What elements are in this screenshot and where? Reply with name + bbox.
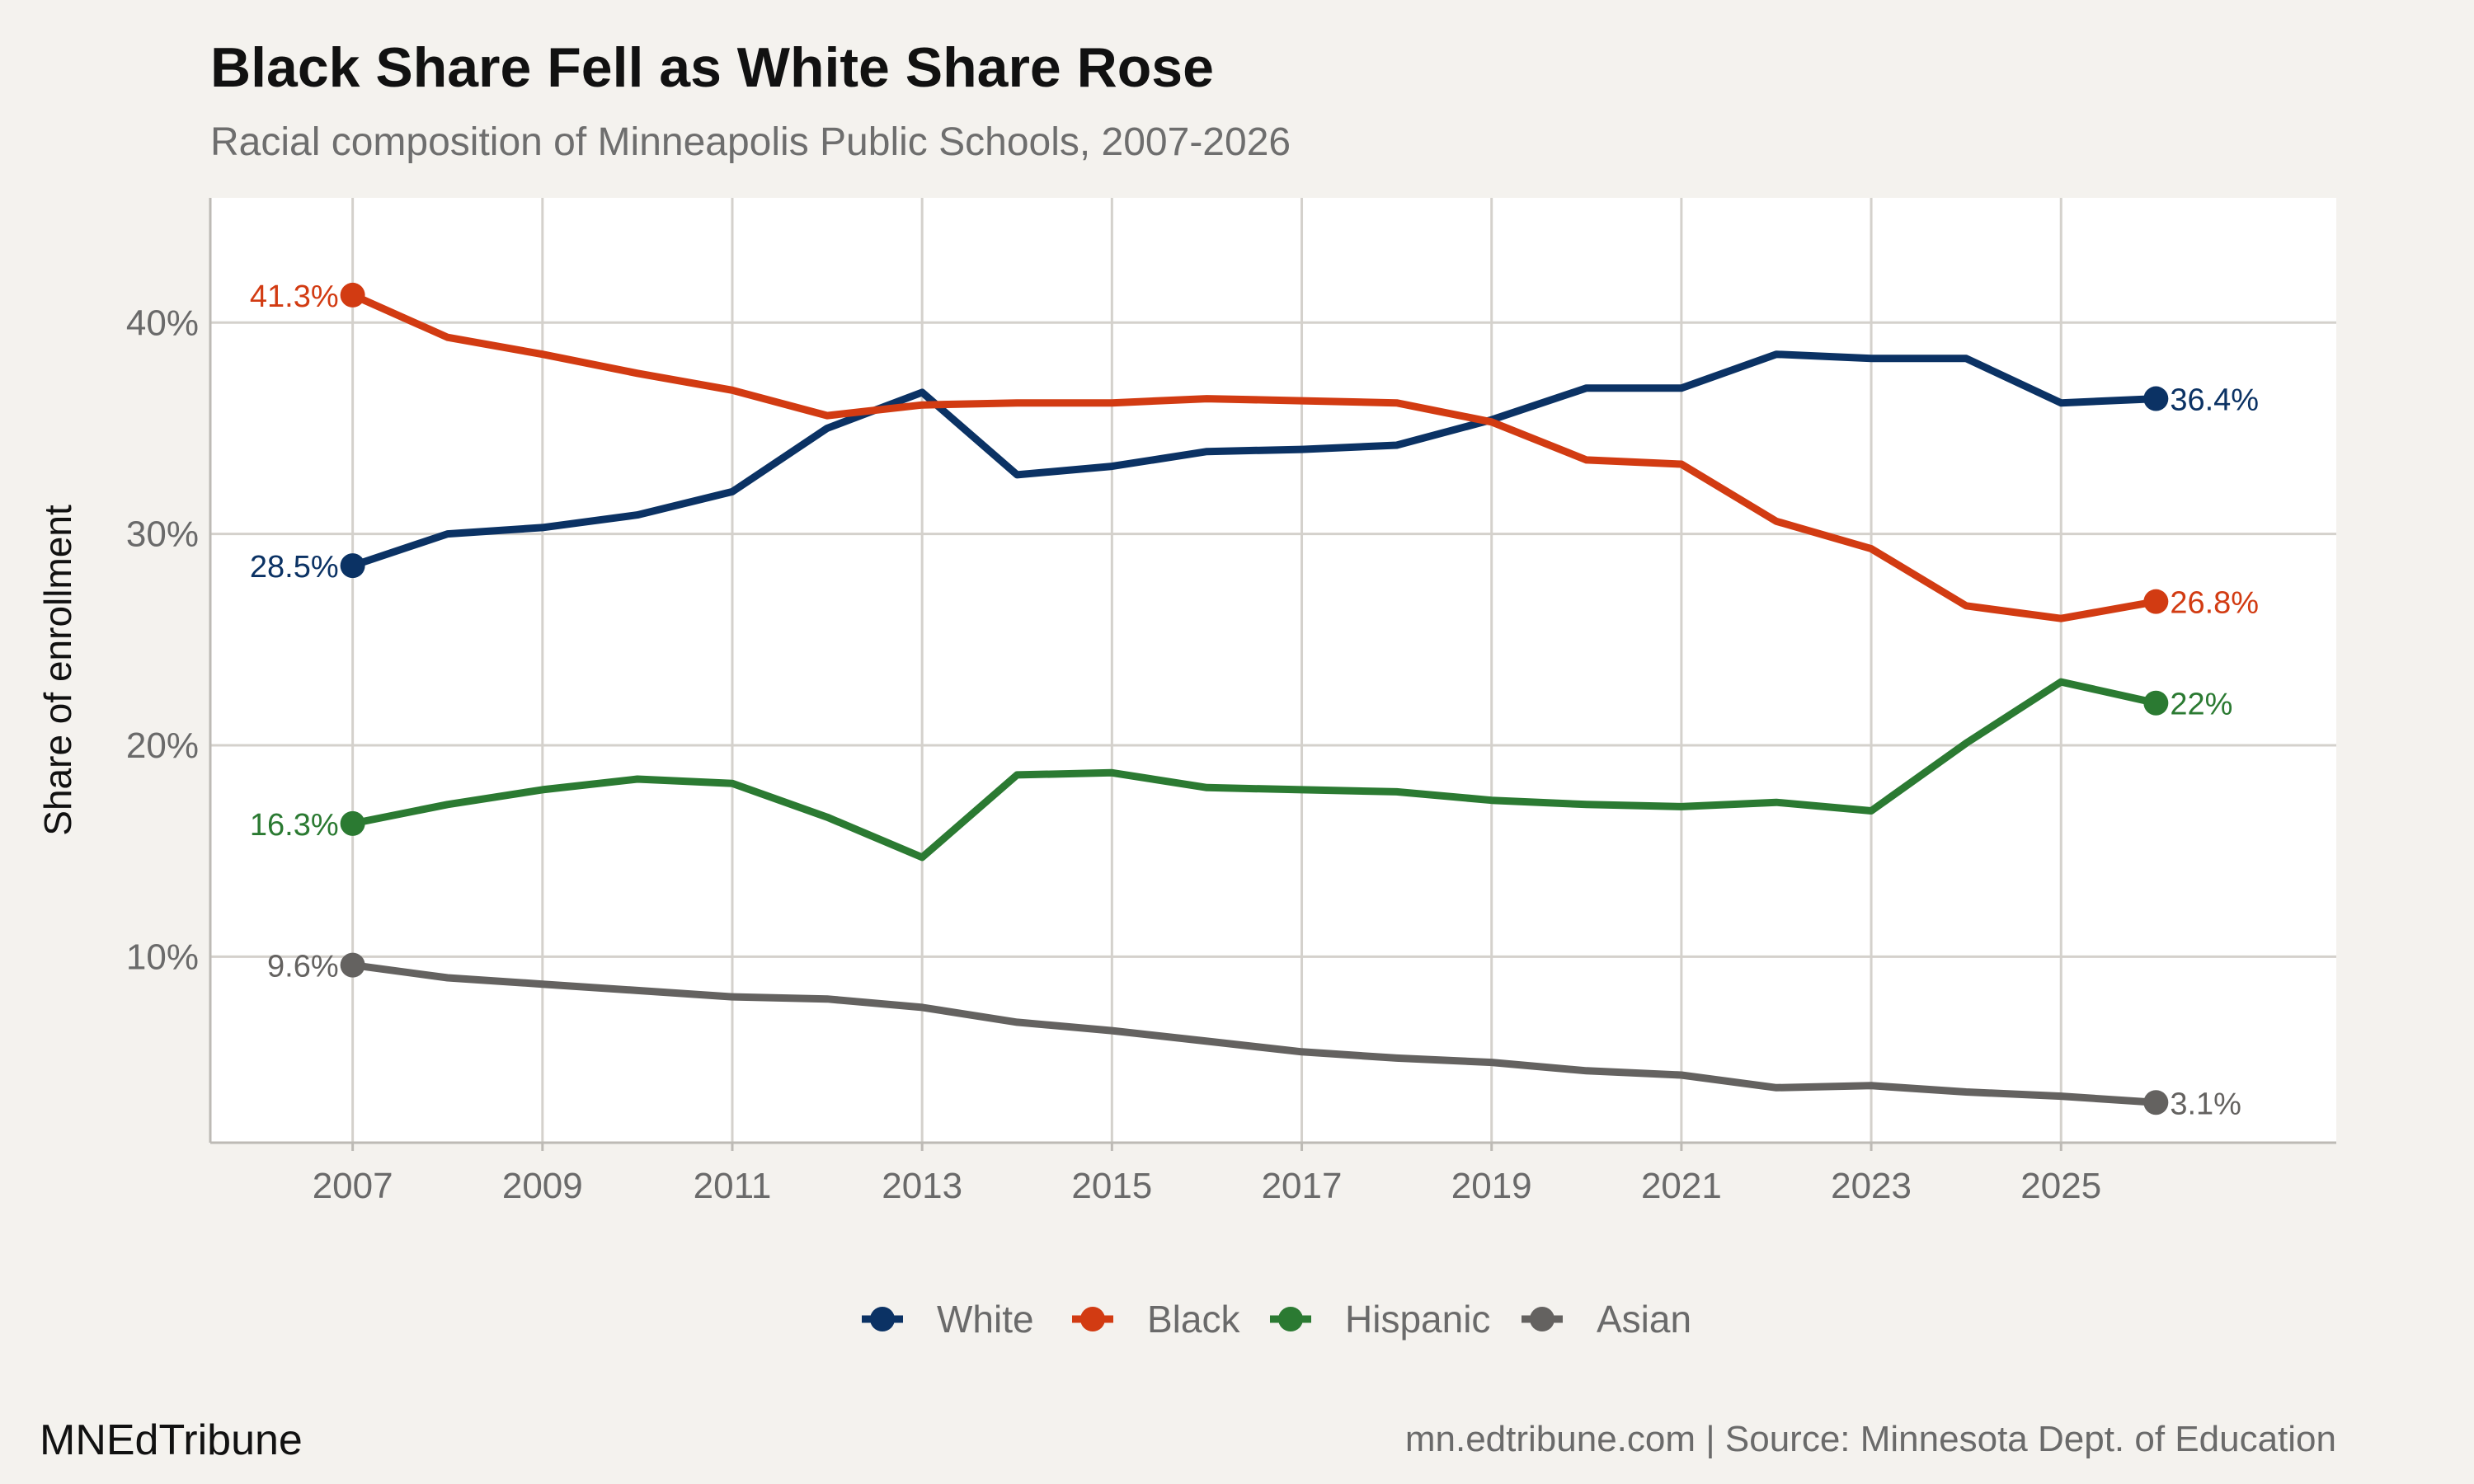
end-label-hispanic: 22% (2170, 688, 2232, 722)
legend-swatch-dot-black (1080, 1307, 1105, 1331)
start-label-black: 41.3% (250, 279, 339, 314)
y-tick-label: 20% (126, 726, 199, 766)
source-note: mn.edtribune.com | Source: Minnesota Dep… (1405, 1419, 2336, 1459)
series-layer: 28.5% 36.4% 41.3% 26.8% 16.3% 22% 9.6% 3.1% (250, 279, 2259, 1121)
end-label-black: 26.8% (2170, 586, 2259, 621)
legend-label-white: White (937, 1298, 1034, 1341)
end-point-hispanic (2143, 690, 2169, 716)
end-label-asian: 3.1% (2170, 1087, 2241, 1121)
start-label-white: 28.5% (250, 550, 339, 585)
y-tick-label: 10% (126, 937, 199, 977)
y-axis-label: Share of enrollment (36, 505, 79, 836)
x-tick-label: 2013 (882, 1166, 962, 1206)
end-point-asian (2143, 1090, 2169, 1115)
series-line-asian (349, 961, 2160, 1106)
start-point-asian (340, 952, 365, 978)
legend-label-asian: Asian (1597, 1298, 1691, 1341)
end-point-white (2143, 386, 2169, 411)
legend-item-asian: Asian (1522, 1298, 1691, 1341)
y-tick-label: 40% (126, 303, 199, 343)
legend-swatch-dot-white (870, 1307, 895, 1331)
end-label-white: 36.4% (2170, 383, 2259, 418)
chart-subtitle: Racial composition of Minneapolis Public… (210, 120, 1291, 164)
x-tick-label: 2007 (313, 1166, 393, 1206)
x-tick-label: 2017 (1262, 1166, 1343, 1206)
x-tick-label: 2011 (694, 1166, 772, 1206)
x-tick-label: 2025 (2020, 1166, 2101, 1206)
series-hispanic: 16.3% 22% (250, 678, 2232, 862)
x-tick-label: 2009 (502, 1166, 583, 1206)
start-point-hispanic (340, 810, 365, 836)
x-tick-label: 2019 (1451, 1166, 1532, 1206)
series-line-white (349, 350, 2160, 570)
start-label-asian: 9.6% (267, 950, 339, 984)
end-point-black (2143, 589, 2169, 614)
legend-item-white: White (862, 1298, 1034, 1341)
x-tick-label: 2015 (1071, 1166, 1152, 1206)
y-tick-labels: 10% 20% 30% 40% (126, 303, 199, 977)
legend-swatch-dot-hispanic (1278, 1307, 1303, 1331)
series-asian: 9.6% 3.1% (267, 950, 2241, 1122)
y-tick-label: 30% (126, 514, 199, 555)
x-tick-labels: 2007 2009 2011 2013 2015 2017 2019 2021 2023 2025 (313, 1166, 2101, 1206)
legend-label-black: Black (1147, 1298, 1240, 1341)
legend-swatch-dot-asian (1530, 1307, 1554, 1331)
start-point-white (340, 553, 365, 579)
chart-title: Black Share Fell as White Share Rose (210, 36, 1214, 99)
x-tick-label: 2023 (1831, 1166, 1912, 1206)
plot-panel (210, 198, 2336, 1143)
series-line-black (349, 291, 2160, 622)
y-gridlines (210, 321, 2336, 958)
series-black: 41.3% 26.8% (250, 279, 2259, 622)
start-point-black (340, 282, 365, 308)
legend-label-hispanic: Hispanic (1345, 1298, 1490, 1341)
x-tick-label: 2021 (1641, 1166, 1722, 1206)
legend-item-black: Black (1072, 1298, 1240, 1341)
legend: White Black Hispanic Asian (862, 1298, 1691, 1341)
start-label-hispanic: 16.3% (250, 808, 339, 843)
brand-label: MNEdTribune (40, 1416, 303, 1464)
series-white: 28.5% 36.4% (250, 350, 2259, 585)
legend-item-hispanic: Hispanic (1270, 1298, 1490, 1341)
series-line-hispanic (349, 678, 2160, 862)
